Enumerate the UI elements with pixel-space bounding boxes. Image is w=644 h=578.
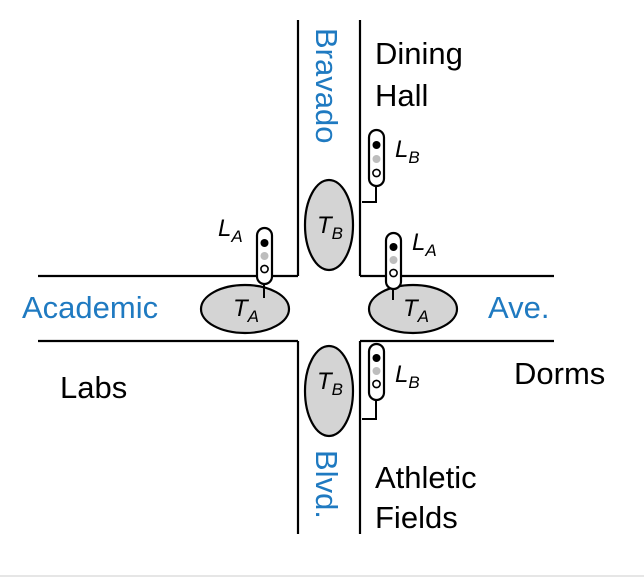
road-label-academic: Academic <box>22 290 158 325</box>
sensor-ta-west: TA <box>199 283 291 335</box>
light-green-lamp <box>389 268 398 278</box>
sensor-shape <box>303 344 355 438</box>
sensor-label: TA <box>233 295 259 326</box>
road-label-ave: Ave. <box>488 290 549 325</box>
sensor-shape <box>199 283 291 335</box>
traffic-light-lb-north: LB <box>362 128 420 203</box>
sensor-letter: T <box>233 295 250 322</box>
light-letter: L <box>218 215 231 242</box>
light-label: LA <box>412 229 437 260</box>
sensor-letter: T <box>403 295 420 322</box>
traffic-light-lb-south: LB <box>362 342 420 420</box>
place-label-labs: Labs <box>60 370 127 405</box>
sensor-ta-east: TA <box>367 283 459 335</box>
light-yellow-lamp <box>372 155 381 163</box>
light-red-lamp <box>372 354 381 362</box>
place-label-dining-line1: Dining <box>375 36 463 71</box>
light-subscript: B <box>408 373 419 392</box>
place-label-dorms: Dorms <box>514 356 605 391</box>
light-letter: L <box>412 229 425 256</box>
light-green-lamp <box>260 264 269 274</box>
light-pole <box>362 398 377 420</box>
light-red-lamp <box>260 239 269 247</box>
light-pole <box>362 185 377 203</box>
light-green-lamp <box>372 168 381 178</box>
light-letter: L <box>395 136 408 163</box>
traffic-light-la-east: LA <box>384 229 437 300</box>
road-label-blvd: Blvd. <box>309 450 344 519</box>
place-label-dining-line2: Hall <box>375 78 428 113</box>
road-edges <box>38 20 554 534</box>
place-label-athletic-line1: Athletic <box>375 460 477 495</box>
traffic-light-la-west: LA <box>218 215 274 298</box>
light-red-lamp <box>372 141 381 149</box>
light-yellow-lamp <box>372 367 381 375</box>
light-subscript: B <box>408 148 419 167</box>
sensor-tb-south: TB <box>303 344 355 438</box>
light-green-lamp <box>372 379 381 389</box>
sensor-label: TB <box>317 212 343 243</box>
sensor-shape <box>303 178 355 272</box>
light-subscript: A <box>424 241 436 260</box>
light-letter: L <box>395 361 408 388</box>
light-yellow-lamp <box>260 252 269 260</box>
sensor-label: TB <box>317 368 343 399</box>
place-label-athletic-line2: Fields <box>375 500 458 535</box>
sensor-tb-north: TB <box>303 178 355 272</box>
sensor-subscript: A <box>417 307 429 326</box>
light-subscript: A <box>230 227 242 246</box>
light-red-lamp <box>389 243 398 251</box>
light-label: LA <box>218 215 243 246</box>
sensor-label: TA <box>403 295 429 326</box>
light-yellow-lamp <box>389 256 398 264</box>
light-label: LB <box>395 136 420 167</box>
sensor-shape <box>367 283 459 335</box>
road-label-bravado: Bravado <box>309 28 344 143</box>
light-label: LB <box>395 361 420 392</box>
sensor-subscript: A <box>247 307 259 326</box>
sensor-subscript: B <box>332 380 343 399</box>
sensor-letter: T <box>317 212 334 239</box>
sensor-letter: T <box>317 368 334 395</box>
sensor-subscript: B <box>332 224 343 243</box>
